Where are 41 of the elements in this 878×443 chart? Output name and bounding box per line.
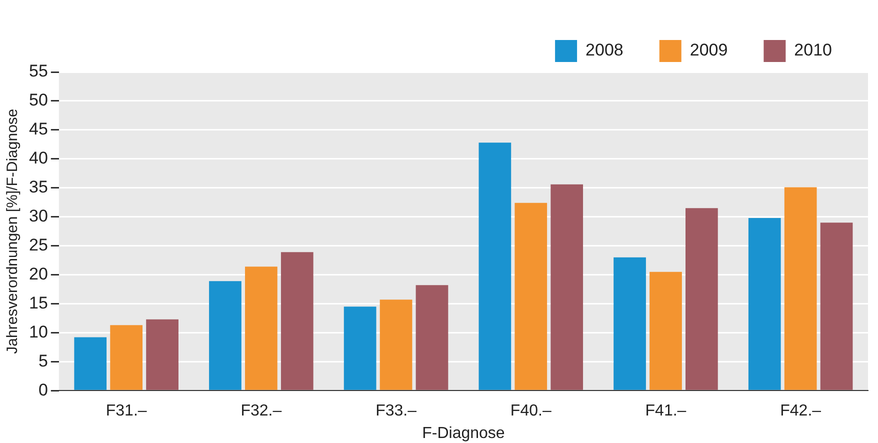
x-tick-label: F40.– (510, 402, 552, 420)
bar (550, 184, 584, 390)
x-tick-label: F32.– (240, 402, 282, 420)
x-axis-title: F-Diagnose (422, 424, 505, 442)
x-tick-label: F42.– (780, 402, 822, 420)
y-tick-label: 0 (38, 380, 48, 400)
y-tick-label: 5 (38, 351, 48, 370)
bar (650, 272, 682, 390)
bar (784, 187, 817, 390)
bar (209, 281, 242, 390)
y-tick-label: 25 (28, 235, 48, 254)
y-tick-label: 50 (28, 90, 48, 110)
bar (380, 300, 412, 390)
bar (74, 337, 107, 390)
bar (686, 208, 718, 390)
bar (416, 285, 448, 390)
y-tick-label: 15 (28, 293, 48, 312)
bar (245, 266, 278, 390)
bar (478, 142, 512, 390)
legend-label: 2010 (794, 40, 832, 60)
y-tick-label: 30 (28, 206, 48, 226)
legend-label: 2008 (586, 40, 624, 60)
bar (820, 222, 853, 390)
x-tick-label: F33.– (376, 402, 417, 420)
bar (146, 319, 178, 390)
bar (280, 252, 314, 390)
y-tick-label: 45 (28, 120, 48, 139)
y-tick-label: 35 (28, 178, 48, 197)
y-tick-label: 20 (28, 264, 48, 284)
y-axis-title: Jahresverordnungen [%]/F-Diagnose (4, 108, 22, 354)
legend-label: 2009 (690, 40, 728, 60)
y-tick-label: 55 (28, 62, 48, 81)
x-tick-label: F31.– (106, 402, 147, 420)
bar (344, 306, 376, 390)
y-tick-label: 10 (28, 322, 48, 342)
x-tick-label: F41.– (645, 402, 686, 420)
bar (110, 325, 143, 390)
bar (514, 202, 548, 390)
bar (614, 257, 646, 390)
y-tick-label: 40 (28, 148, 48, 168)
bar (748, 218, 781, 390)
